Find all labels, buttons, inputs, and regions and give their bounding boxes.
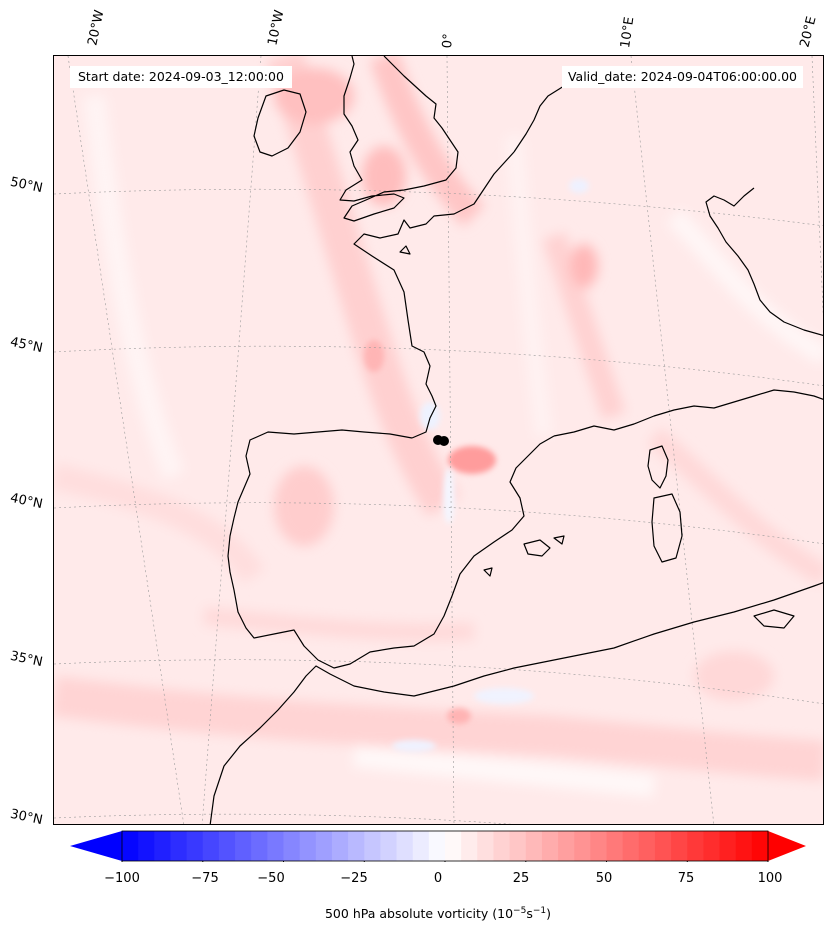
colorbar-label-exp2: −1 — [532, 906, 547, 916]
colorbar-bin — [364, 831, 381, 861]
colorbar-bin — [283, 831, 301, 861]
colorbar-label-exp1: −5 — [513, 906, 527, 916]
coast-ibiza — [483, 567, 493, 577]
colorbar-tick-label-neg75: −75 — [191, 871, 219, 886]
colorbar-bins — [122, 831, 769, 861]
colorbar-bin — [735, 831, 753, 861]
colorbar-bin — [606, 831, 624, 861]
lon-label-20e: 20°E — [797, 15, 820, 49]
colorbar-bin — [590, 831, 607, 861]
colorbar-bin — [235, 831, 252, 861]
colorbar-bin — [170, 831, 188, 861]
colorbar-tick-label-neg100: −100 — [104, 871, 140, 886]
start-date-text: Start date: 2024-09-03_12:00:00 — [78, 69, 284, 84]
coast-france-north — [353, 151, 515, 439]
storm-centre-marker-2 — [439, 436, 449, 446]
colorbar-label-end: ) — [546, 906, 551, 922]
colorbar-bin — [315, 831, 333, 861]
lat-label-35n: 35°N — [8, 648, 44, 671]
colorbar-bin — [558, 831, 575, 861]
colorbar-bin — [428, 831, 446, 861]
colorbar — [70, 830, 806, 862]
coastlines — [209, 56, 823, 824]
coast-sicily — [753, 609, 795, 629]
lat-label-40n: 40°N — [8, 490, 44, 513]
colorbar-bin — [122, 831, 139, 861]
colorbar-bin — [477, 831, 494, 861]
colorbar-bin — [218, 831, 236, 861]
colorbar-bin — [493, 831, 511, 861]
lat-label-30n: 30°N — [8, 806, 44, 829]
graticule — [54, 56, 823, 824]
colorbar-svg — [70, 830, 806, 862]
colorbar-bin — [154, 831, 171, 861]
colorbar-bin — [671, 831, 688, 861]
map-panel[interactable]: Start date: 2024-09-03_12:00:00 Valid_da… — [53, 55, 824, 825]
lat-label-45n: 45°N — [8, 334, 44, 357]
colorbar-bin — [638, 831, 656, 861]
vorticity-patches — [54, 56, 823, 797]
colorbar-bin — [380, 831, 398, 861]
lat-label-50n: 50°N — [8, 174, 44, 197]
valid-date-text: Valid_date: 2024-09-04T06:00:00.00 — [567, 69, 797, 84]
colorbar-bin — [138, 831, 155, 861]
coast-mallorca — [523, 539, 551, 557]
colorbar-bin — [525, 831, 543, 861]
colorbar-bin — [331, 831, 349, 861]
coast-islands-west — [399, 245, 411, 255]
lon-label-0: 0° — [440, 32, 457, 49]
colorbar-bin — [299, 831, 317, 861]
colorbar-tick-label-50: 50 — [595, 871, 613, 886]
colorbar-tick-label-neg25: −25 — [340, 871, 368, 886]
colorbar-bin — [445, 831, 462, 861]
coast-france-med — [553, 389, 823, 437]
colorbar-bin — [412, 831, 430, 861]
colorbar-bin — [541, 831, 559, 861]
lon-label-10e: 10°E — [618, 15, 638, 49]
colorbar-bin — [751, 831, 769, 861]
storm-centre-markers — [433, 435, 449, 446]
colorbar-bin — [202, 831, 220, 861]
coast-iberia — [227, 429, 555, 669]
coast-corsica — [647, 445, 669, 489]
colorbar-tick-label-neg50: −50 — [257, 871, 285, 886]
colorbar-bin — [703, 831, 721, 861]
colorbar-bin — [687, 831, 704, 861]
colorbar-bin — [186, 831, 204, 861]
colorbar-bin — [251, 831, 268, 861]
valid-date-box: Valid_date: 2024-09-04T06:00:00.00 — [561, 66, 803, 88]
lon-label-20w: 20°W — [85, 8, 108, 47]
colorbar-tick-label-25: 25 — [512, 871, 530, 886]
vorticity-field-map — [54, 56, 823, 824]
coast-menorca — [553, 535, 565, 545]
colorbar-label-mid: s — [526, 906, 533, 922]
colorbar-bin — [396, 831, 414, 861]
colorbar-tick-label-0: 0 — [433, 871, 443, 886]
coast-ireland — [253, 89, 307, 157]
colorbar-bin — [509, 831, 527, 861]
colorbar-bin — [461, 831, 478, 861]
coast-north-africa — [209, 582, 823, 824]
lon-label-10w: 10°W — [265, 8, 288, 47]
coast-italy-east — [705, 187, 823, 337]
colorbar-label: 500 hPa absolute vorticity (10−5s−1) — [0, 906, 832, 921]
colorbar-tick-label-100: 100 — [757, 871, 783, 886]
start-date-box: Start date: 2024-09-03_12:00:00 — [70, 66, 292, 88]
colorbar-bin — [719, 831, 737, 861]
colorbar-ticks — [121, 861, 769, 862]
colorbar-bin — [622, 831, 640, 861]
coast-sardinia — [651, 493, 683, 563]
colorbar-tick-label-75: 75 — [677, 871, 695, 886]
colorbar-bin — [654, 831, 672, 861]
coast-great-britain — [339, 56, 459, 222]
colorbar-label-main: 500 hPa absolute vorticity (10 — [324, 906, 514, 922]
colorbar-min-extend — [70, 831, 122, 861]
colorbar-bin — [574, 831, 591, 861]
colorbar-bin — [267, 831, 284, 861]
colorbar-max-extend — [768, 831, 806, 861]
colorbar-bin — [348, 831, 365, 861]
